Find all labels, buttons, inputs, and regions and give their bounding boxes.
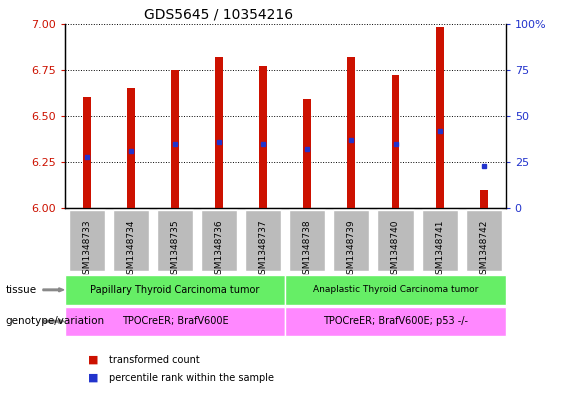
Text: Papillary Thyroid Carcinoma tumor: Papillary Thyroid Carcinoma tumor — [90, 285, 260, 295]
Bar — [215, 57, 223, 208]
Bar — [480, 190, 488, 208]
Bar — [285, 275, 506, 305]
Bar — [65, 307, 285, 336]
Text: tissue: tissue — [6, 285, 37, 295]
FancyBboxPatch shape — [289, 210, 325, 271]
Text: GSM1348742: GSM1348742 — [479, 219, 488, 280]
Text: ■: ■ — [88, 373, 98, 383]
Text: GSM1348739: GSM1348739 — [347, 219, 356, 280]
Text: GDS5645 / 10354216: GDS5645 / 10354216 — [144, 7, 293, 21]
Text: GSM1348737: GSM1348737 — [259, 219, 268, 280]
Bar — [171, 70, 179, 208]
Bar — [392, 75, 399, 208]
Text: ■: ■ — [88, 354, 98, 365]
Bar — [347, 57, 355, 208]
Bar — [303, 99, 311, 208]
Text: GSM1348740: GSM1348740 — [391, 219, 400, 280]
Text: GSM1348741: GSM1348741 — [435, 219, 444, 280]
Text: GSM1348736: GSM1348736 — [215, 219, 224, 280]
Bar — [436, 27, 444, 208]
FancyBboxPatch shape — [245, 210, 281, 271]
Text: GSM1348733: GSM1348733 — [82, 219, 92, 280]
FancyBboxPatch shape — [421, 210, 458, 271]
Text: Anaplastic Thyroid Carcinoma tumor: Anaplastic Thyroid Carcinoma tumor — [313, 285, 478, 294]
FancyBboxPatch shape — [113, 210, 149, 271]
Bar — [65, 275, 285, 305]
Bar — [259, 66, 267, 208]
Text: GSM1348738: GSM1348738 — [303, 219, 312, 280]
Text: TPOCreER; BrafV600E: TPOCreER; BrafV600E — [122, 316, 228, 326]
Text: transformed count: transformed count — [109, 354, 200, 365]
FancyBboxPatch shape — [377, 210, 414, 271]
Text: GSM1348734: GSM1348734 — [127, 219, 136, 280]
Text: percentile rank within the sample: percentile rank within the sample — [109, 373, 274, 383]
FancyBboxPatch shape — [201, 210, 237, 271]
FancyBboxPatch shape — [466, 210, 502, 271]
Bar — [127, 88, 135, 208]
Text: GSM1348735: GSM1348735 — [171, 219, 180, 280]
FancyBboxPatch shape — [157, 210, 193, 271]
Bar — [83, 97, 91, 208]
Text: TPOCreER; BrafV600E; p53 -/-: TPOCreER; BrafV600E; p53 -/- — [323, 316, 468, 326]
Text: genotype/variation: genotype/variation — [6, 316, 105, 326]
FancyBboxPatch shape — [333, 210, 370, 271]
Bar — [285, 307, 506, 336]
FancyBboxPatch shape — [69, 210, 105, 271]
